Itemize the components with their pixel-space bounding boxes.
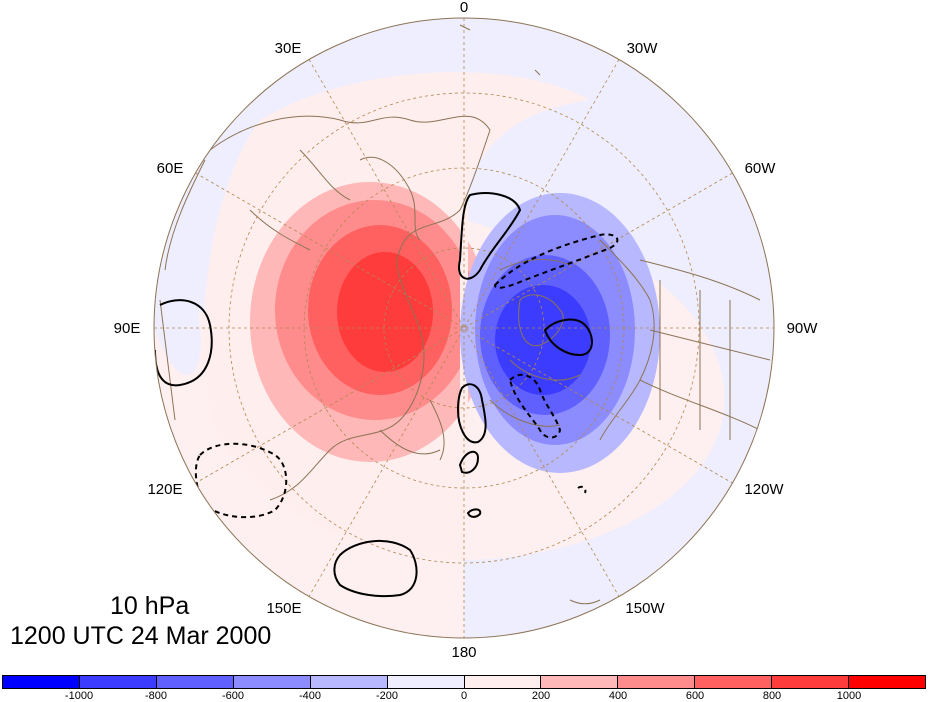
solid-contour-small-1 <box>458 450 480 474</box>
lon-label-120w: 120W <box>744 481 784 498</box>
meridians <box>154 18 774 638</box>
lon-label-150e: 150E <box>266 600 301 617</box>
colorbar-segment <box>618 676 696 688</box>
lon-label-30e: 30E <box>275 40 302 57</box>
dashed-contour-lower <box>508 373 562 439</box>
colorbar-tick-label: 400 <box>608 690 628 702</box>
colorbar-tick-label: 800 <box>762 690 782 702</box>
contour-lines <box>154 192 593 598</box>
colorbar-segment <box>541 676 619 688</box>
colorbar-tick-label: 0 <box>460 690 468 702</box>
colorbar-tick-label: 600 <box>685 690 705 702</box>
colorbar-segment <box>233 676 311 688</box>
colorbar-tick-label: -200 <box>375 690 399 702</box>
lon-label-30w: 30W <box>627 40 659 57</box>
pressure-level-title: 10 hPa <box>110 592 190 620</box>
colorbar-segment <box>387 676 465 688</box>
colorbar-tick-label: -600 <box>221 690 245 702</box>
colorbar-tick-label: -1000 <box>64 690 94 702</box>
lon-label-0: 0 <box>460 0 468 16</box>
lon-label-90e: 90E <box>114 320 141 337</box>
map-boundary <box>153 17 775 639</box>
solid-contour-bottom <box>333 539 418 598</box>
colorbar <box>2 675 926 689</box>
dashed-contour-small <box>577 485 587 494</box>
colorbar-tick-label: 1000 <box>836 690 862 702</box>
red-contour-800 <box>337 252 433 372</box>
colorbar-tick-label: 200 <box>531 690 551 702</box>
colorbar-segment <box>3 676 80 688</box>
lon-label-180: 180 <box>451 644 476 661</box>
colorbar-segment <box>695 676 773 688</box>
dashed-contour-upper <box>493 233 619 289</box>
longitude-labels: 0 30W 60W 90W 120W 150W 180 150E 120E 90… <box>114 0 819 661</box>
colorbar-segment <box>156 676 234 688</box>
positive-anomaly <box>250 182 490 462</box>
map-field <box>154 18 774 638</box>
lon-label-150w: 150W <box>625 600 665 617</box>
valid-time-title: 1200 UTC 24 Mar 2000 <box>10 622 272 650</box>
colorbar-segment <box>849 676 926 688</box>
solid-contour-small-2 <box>466 508 482 518</box>
background-outer-rim-neg <box>154 95 260 375</box>
solid-contour-lower-center <box>456 383 487 444</box>
colorbar-segment <box>464 676 542 688</box>
solid-contour-pole <box>543 318 593 357</box>
colorbar-tick-label: -400 <box>298 690 322 702</box>
colorbar-segment <box>79 676 157 688</box>
lon-label-120e: 120E <box>147 481 182 498</box>
solid-contour-top-center <box>458 192 522 280</box>
lon-label-60w: 60W <box>745 160 777 177</box>
colorbar-tick-label: -800 <box>144 690 168 702</box>
solid-contour-left <box>154 299 213 387</box>
lon-label-60e: 60E <box>157 160 184 177</box>
colorbar-segment <box>772 676 850 688</box>
colorbar-segment <box>310 676 388 688</box>
coastlines <box>159 24 771 605</box>
lon-label-90w: 90W <box>787 320 819 337</box>
colorbar-labels: -1000 -800 -600 -400 -200 0 200 400 600 800 1000 <box>2 690 926 702</box>
